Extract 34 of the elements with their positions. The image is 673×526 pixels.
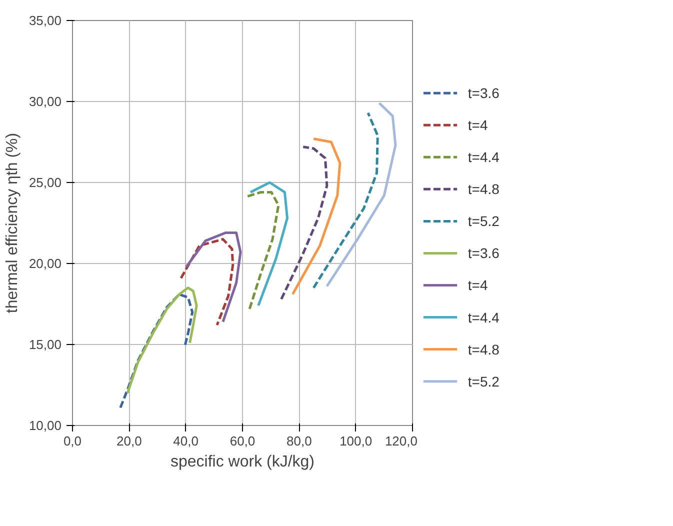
line-series <box>180 238 234 326</box>
y-tick-label: 25,00 <box>28 175 62 190</box>
x-tick-label: 100,0 <box>340 434 372 448</box>
x-axis-title: specific work (kJ/kg) <box>170 454 315 470</box>
legend-label: t=4.4 <box>468 309 500 326</box>
y-tick-label: 35,00 <box>28 13 62 28</box>
line-series <box>280 146 328 300</box>
line-series <box>119 293 194 409</box>
y-tick-label: 20,00 <box>28 256 62 271</box>
x-tick-label: 60,0 <box>230 434 256 448</box>
y-tick-label: 15,00 <box>28 337 62 352</box>
legend-label: t=3.6 <box>468 245 500 262</box>
x-tick-label: 40,0 <box>173 434 198 448</box>
x-tick-label: 20,0 <box>116 434 142 448</box>
x-tick-label: 0,0 <box>63 434 82 448</box>
legend-label: t=4 <box>468 117 488 134</box>
line-series <box>185 231 242 324</box>
legend-label: t=3.6 <box>468 85 500 102</box>
y-tick-label: 10,00 <box>28 418 62 433</box>
legend-label: t=4 <box>468 277 488 294</box>
line-series <box>291 138 342 296</box>
y-axis-title: thermal efficiency ηth (%) <box>4 132 21 314</box>
legend-label: t=4.8 <box>468 181 500 198</box>
x-tick-label: 120,0 <box>384 434 418 448</box>
legend-label: t=5.2 <box>468 373 500 390</box>
legend-label: t=5.2 <box>468 213 500 230</box>
x-tick-label: 80,0 <box>286 434 312 448</box>
line-series <box>312 112 379 290</box>
line-series <box>126 286 198 394</box>
y-tick-label: 30,00 <box>28 94 62 109</box>
line-series <box>326 102 397 288</box>
legend-label: t=4.8 <box>468 341 500 358</box>
legend-label: t=4.4 <box>468 149 500 166</box>
line-series <box>249 181 289 307</box>
